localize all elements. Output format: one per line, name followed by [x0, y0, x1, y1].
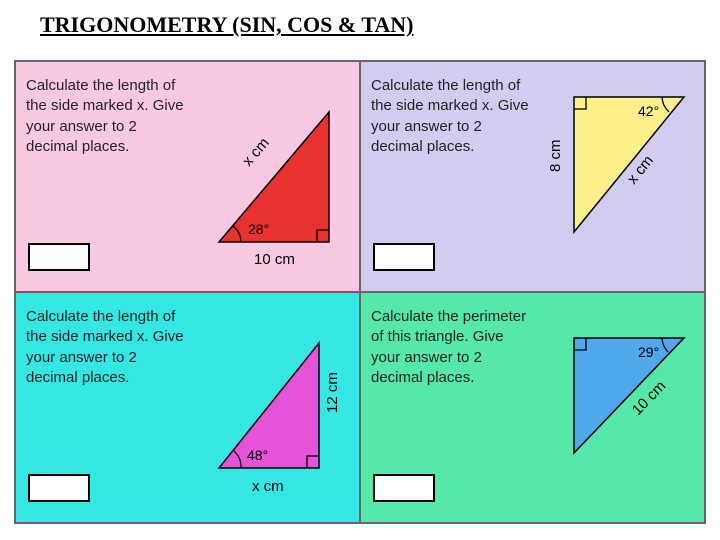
- problem-cell-4: Calculate the perimeter of this triangle…: [360, 292, 705, 523]
- answer-input-box[interactable]: [373, 474, 435, 502]
- svg-text:x cm: x cm: [252, 478, 284, 495]
- svg-text:48°: 48°: [247, 447, 268, 463]
- problem-cell-2: Calculate the length of the side marked …: [360, 61, 705, 292]
- answer-input-box[interactable]: [28, 243, 90, 271]
- problem-cell-1: Calculate the length of the side marked …: [15, 61, 360, 292]
- svg-text:10 cm: 10 cm: [254, 251, 295, 268]
- svg-text:29°: 29°: [638, 344, 659, 360]
- svg-text:28°: 28°: [248, 221, 269, 237]
- prompt-text: Calculate the length of the side marked …: [26, 76, 191, 157]
- svg-text:8 cm: 8 cm: [547, 139, 564, 172]
- problem-cell-3: Calculate the length of the side marked …: [15, 292, 360, 523]
- answer-input-box[interactable]: [28, 474, 90, 502]
- triangle-diagram: 42° 8 cm x cm: [534, 72, 694, 281]
- triangle-diagram: 28° x cm 10 cm: [189, 72, 349, 281]
- prompt-text: Calculate the length of the side marked …: [371, 76, 536, 157]
- problem-grid: Calculate the length of the side marked …: [14, 60, 706, 524]
- prompt-text: Calculate the perimeter of this triangle…: [371, 307, 536, 388]
- triangle-diagram: 29° 10 cm: [534, 303, 694, 512]
- prompt-text: Calculate the length of the side marked …: [26, 307, 191, 388]
- svg-text:x cm: x cm: [239, 135, 273, 170]
- triangle-diagram: 48° 12 cm x cm: [189, 303, 349, 512]
- svg-text:12 cm: 12 cm: [324, 372, 341, 413]
- svg-text:42°: 42°: [638, 103, 659, 119]
- page-title: TRIGONOMETRY (SIN, COS & TAN): [40, 12, 413, 38]
- answer-input-box[interactable]: [373, 243, 435, 271]
